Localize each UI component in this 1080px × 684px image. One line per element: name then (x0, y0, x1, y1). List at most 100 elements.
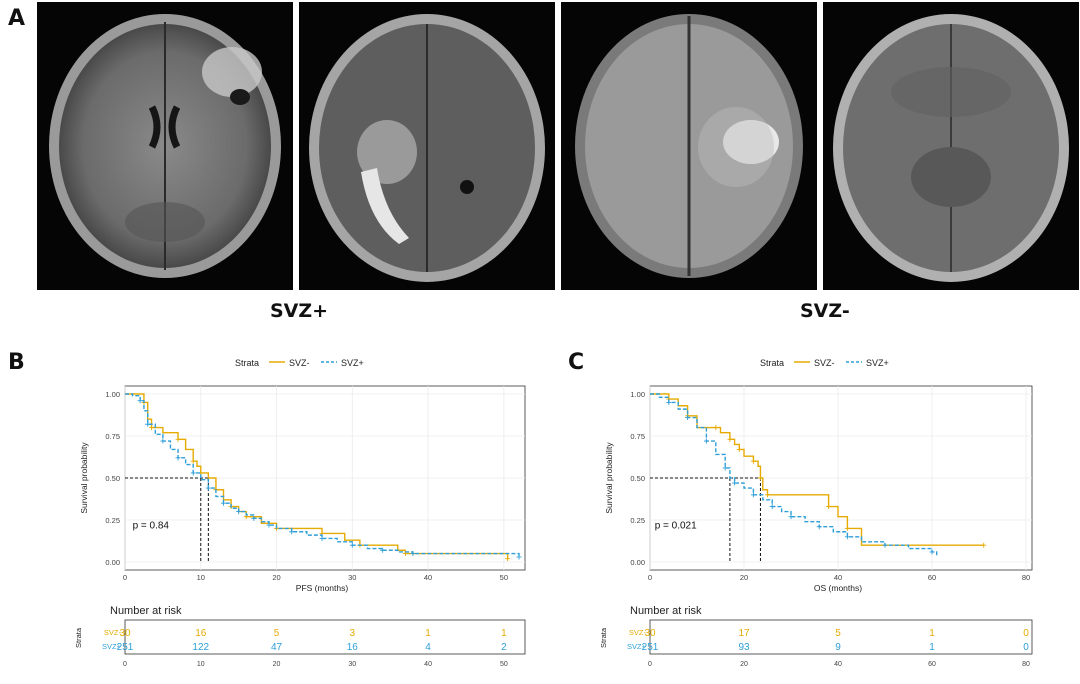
risk-row-label: SVZ+ (102, 642, 122, 651)
km-chart-pfs: Strata SVZ- SVZ+0.000.250.500.751.000 10 20 3… (74, 358, 526, 668)
risk-row-label: SVZ- (629, 628, 647, 637)
mri-image-svz-minus-2 (823, 2, 1079, 290)
y-tick-label: 0.75 (630, 432, 645, 441)
censor-mark (175, 455, 181, 461)
censor-mark (205, 485, 211, 491)
censor-mark (722, 465, 728, 471)
risk-x-tick: 0 (123, 661, 127, 668)
censor-mark (727, 436, 733, 442)
mri-image-svz-minus-1 (561, 2, 817, 290)
censor-mark (750, 458, 756, 464)
censor-mark (319, 535, 325, 541)
censor-mark (145, 421, 151, 427)
risk-x-tick: 20 (273, 661, 281, 668)
x-tick-label: 20 (740, 573, 748, 582)
censor-mark (844, 525, 850, 531)
censor-mark (516, 554, 522, 560)
risk-value: 9 (835, 642, 841, 653)
risk-value: 1 (929, 642, 935, 653)
legend-label-1: SVZ+ (866, 358, 889, 368)
censor-mark (816, 524, 822, 530)
censor-mark (981, 542, 987, 548)
censor-mark (826, 504, 832, 510)
risk-value: 16 (347, 642, 359, 653)
censor-mark (289, 529, 295, 535)
x-tick-label: 40 (424, 573, 432, 582)
km-chart-os: Strata SVZ- SVZ+ 0.00 0.25 0.50 0.75 1.00 0 20 40 6… (599, 358, 1033, 668)
censor-mark (505, 556, 511, 562)
y-tick-label: 0.00 (630, 558, 645, 567)
risk-value: 16 (195, 628, 207, 639)
risk-value: 1 (501, 628, 507, 639)
risk-table-box (124, 619, 526, 655)
y-tick-label: 0.50 (105, 474, 120, 483)
risk-x-tick: 30 (348, 661, 356, 668)
censor-mark (703, 438, 709, 444)
risk-value: 0 (1023, 642, 1029, 653)
risk-value: 251 (642, 642, 659, 653)
risk-x-tick: 20 (740, 661, 748, 668)
censor-mark (685, 415, 691, 421)
legend-title: Strata (760, 358, 784, 368)
censor-mark (175, 436, 181, 442)
y-tick-label: 1.00 (105, 390, 120, 399)
censor-mark (844, 534, 850, 540)
censor-mark (190, 470, 196, 476)
mri-image-svz-plus-1 (37, 2, 293, 290)
risk-value: 0 (1023, 628, 1029, 639)
censor-mark (221, 500, 226, 506)
risk-value: 122 (192, 642, 209, 653)
risk-x-tick: 40 (834, 661, 842, 668)
x-axis-label: PFS (months) (296, 583, 349, 593)
risk-strata-label: Strata (599, 627, 608, 648)
risk-x-tick: 60 (928, 661, 936, 668)
y-tick-label: 1.00 (630, 390, 645, 399)
censor-mark (380, 547, 386, 553)
panel-label-a: A (8, 6, 26, 31)
legend-label-0: SVZ- (814, 358, 835, 368)
risk-x-tick: 50 (500, 661, 508, 668)
risk-strata-label: Strata (74, 627, 83, 648)
risk-x-tick: 80 (1022, 661, 1030, 668)
risk-value: 3 (350, 628, 356, 639)
risk-value: 5 (835, 628, 841, 639)
censor-mark (736, 446, 742, 452)
legend-label-0: SVZ- (289, 358, 310, 368)
risk-value: 251 (117, 642, 134, 653)
risk-table-box (649, 619, 1033, 655)
y-tick-label: 0.50 (630, 474, 645, 483)
censor-mark (929, 549, 935, 555)
y-tick-label: 0.25 (105, 516, 120, 525)
x-tick-label: 60 (928, 573, 936, 582)
risk-value: 1 (929, 628, 935, 639)
group-label-svz-plus: SVZ+ (270, 300, 329, 322)
censor-mark (160, 438, 166, 444)
censor-mark (769, 504, 775, 510)
risk-table-title: Number at risk (630, 605, 702, 617)
censor-mark (666, 399, 672, 405)
risk-value: 2 (501, 642, 507, 653)
censor-mark (788, 514, 794, 520)
risk-x-tick: 10 (197, 661, 205, 668)
x-tick-label: 50 (500, 573, 508, 582)
x-tick-label: 40 (834, 573, 842, 582)
risk-value: 47 (271, 642, 283, 653)
censor-mark (349, 542, 355, 548)
censor-mark (750, 492, 756, 498)
censor-mark (882, 542, 888, 548)
risk-x-tick: 0 (648, 661, 652, 668)
risk-row-label: SVZ- (104, 628, 122, 637)
y-tick-label: 0.75 (105, 432, 120, 441)
x-axis-label: OS (months) (814, 583, 862, 593)
x-tick-label: 30 (348, 573, 356, 582)
censor-mark (251, 515, 257, 521)
censor-mark (149, 425, 155, 431)
censor-mark (765, 492, 770, 498)
x-tick-label: 80 (1022, 573, 1030, 582)
legend-label-1: SVZ+ (341, 358, 364, 368)
p-value: p = 0.84 (133, 520, 170, 531)
x-tick-label: 0 (123, 573, 127, 582)
censor-mark (757, 475, 763, 481)
censor-mark (190, 458, 196, 464)
censor-mark (410, 551, 416, 557)
